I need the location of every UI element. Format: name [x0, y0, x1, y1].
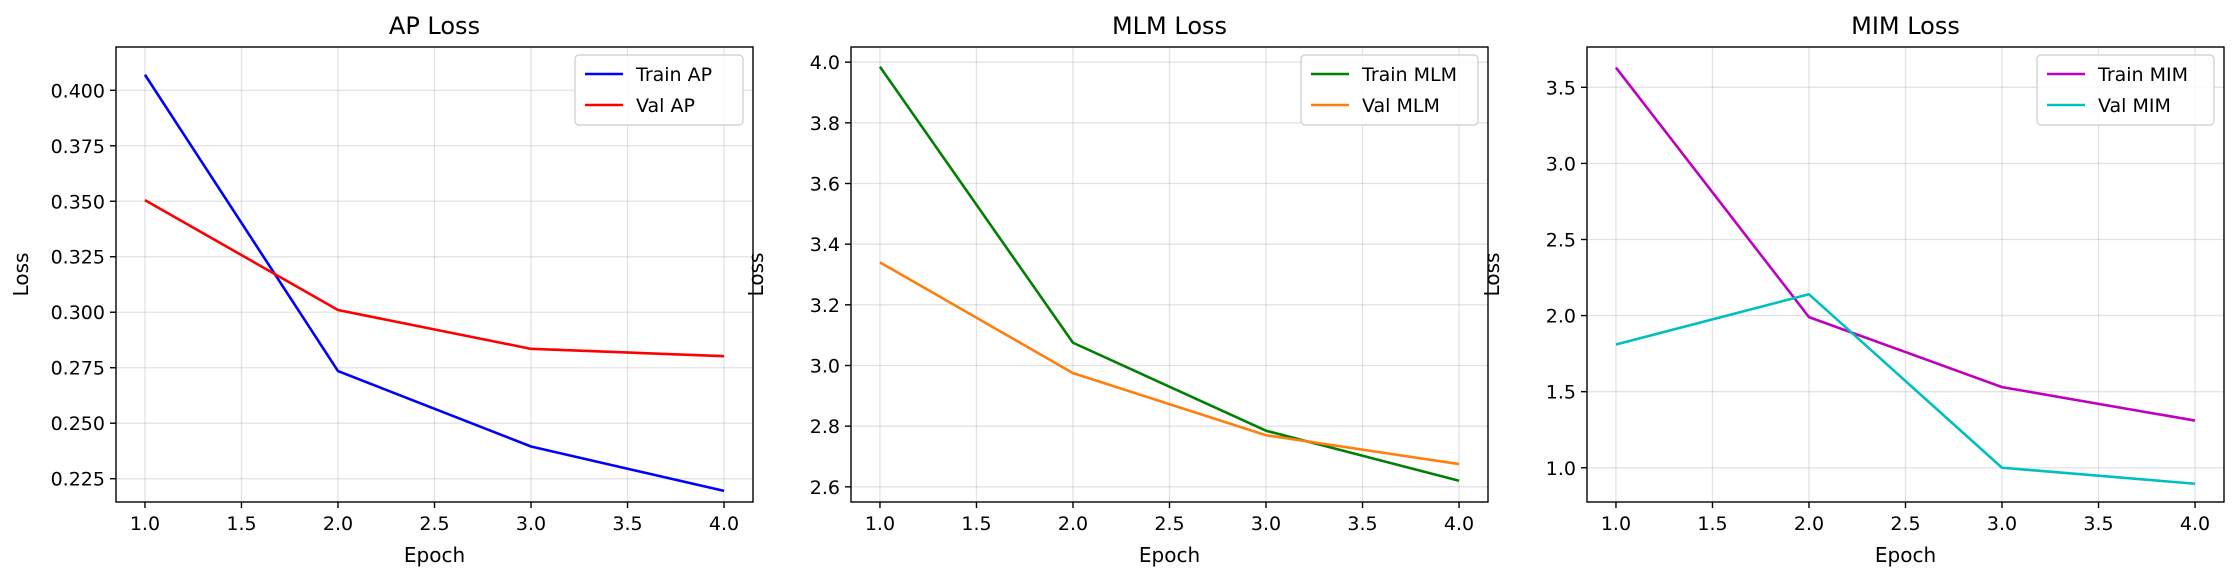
ap-x-tick-label: 3.0 [516, 513, 546, 535]
mlm-x-tick-label: 1.0 [865, 513, 895, 535]
ap-y-tick-label: 0.325 [51, 247, 105, 269]
mlm-legend-box [1300, 54, 1479, 126]
mim-chart-title: MIM Loss [1851, 12, 1960, 40]
ap-legend-label: Train AP [635, 64, 712, 86]
ap-legend-label: Val AP [636, 95, 695, 117]
ap-y-tick-label: 0.400 [51, 80, 105, 102]
mlm-series-train-mlm-line [878, 65, 1460, 483]
mim-y-tick-label: 3.5 [1546, 77, 1576, 99]
mlm-legend: Train MLM Val MLM [1300, 54, 1479, 126]
mim-y-tick-label: 1.5 [1546, 382, 1576, 404]
ap-x-axis-label: Epoch [404, 543, 465, 567]
mim-y-tick-label: 2.0 [1546, 306, 1576, 328]
mlm-y-tick-label: 3.6 [810, 174, 840, 196]
mim-legend-label: Train MIM [2097, 64, 2188, 86]
ap-y-tick-label: 0.275 [51, 358, 105, 380]
ap-loss-chart: 1.0 1.5 2.0 2.5 3.0 3.5 4.0 0.225 0.250 0.275 0.30… [9, 12, 754, 567]
mim-y-tick-label: 3.0 [1546, 153, 1576, 175]
mim-series-val-mim-line [1615, 292, 2196, 486]
mim-x-axis-label: Epoch [1875, 543, 1936, 567]
ap-x-tick-label: 3.5 [612, 513, 642, 535]
ap-x-tick-label: 1.5 [226, 513, 256, 535]
mlm-y-tick-label: 3.2 [810, 295, 840, 317]
mim-legend: Train MIM Val MIM [2036, 54, 2215, 126]
mlm-legend-label: Val MLM [1362, 95, 1440, 117]
ap-x-tick-label: 4.0 [709, 513, 739, 535]
mim-legend-box [2036, 54, 2215, 126]
mlm-loss-chart: 1.0 1.5 2.0 2.5 3.0 3.5 4.0 2.6 2.8 3.0 3.2 3.4 3.6 3… [744, 12, 1489, 567]
mim-x-tick-label: 4.0 [2180, 513, 2210, 535]
mlm-x-tick-label: 4.0 [1444, 513, 1474, 535]
mlm-y-tick-label: 3.0 [810, 356, 840, 378]
mim-x-tick-label: 2.0 [1794, 513, 1824, 535]
mim-y-tick-label: 1.0 [1546, 458, 1576, 480]
mim-x-tick-label: 3.0 [1987, 513, 2017, 535]
mlm-legend-label: Train MLM [1361, 64, 1457, 86]
mlm-x-tick-label: 3.5 [1347, 513, 1377, 535]
ap-series-train-ap-line [143, 74, 725, 493]
mim-legend-label: Val MIM [2098, 95, 2171, 117]
mim-y-axis-label: Loss [1480, 253, 1504, 297]
ap-y-tick-label: 0.250 [51, 413, 105, 435]
mim-x-tick-label: 1.0 [1601, 513, 1631, 535]
mlm-x-tick-label: 1.5 [961, 513, 991, 535]
ap-y-axis-label: Loss [9, 253, 33, 297]
mlm-chart-title: MLM Loss [1112, 12, 1227, 40]
mlm-x-tick-label: 2.5 [1154, 513, 1184, 535]
ap-x-tick-label: 2.5 [419, 513, 449, 535]
ap-y-tick-label: 0.375 [51, 136, 105, 158]
ap-legend-box [574, 54, 744, 126]
mlm-series-val-mlm-line [879, 261, 1460, 466]
ap-chart-title: AP Loss [389, 12, 480, 40]
mim-x-tick-label: 2.5 [1890, 513, 1920, 535]
ap-y-tick-label: 0.350 [51, 191, 105, 213]
mim-x-tick-label: 3.5 [2083, 513, 2113, 535]
ap-legend: Train AP Val AP [574, 54, 744, 126]
ap-series-val-ap-line [144, 199, 725, 358]
mlm-x-axis-label: Epoch [1139, 543, 1200, 567]
ap-x-tick-label: 1.0 [130, 513, 160, 535]
ap-y-tick-label: 0.225 [51, 469, 105, 491]
mlm-y-axis-label: Loss [744, 253, 768, 297]
mim-loss-chart: 1.0 1.5 2.0 2.5 3.0 3.5 4.0 1.0 1.5 2.0 2.5 3.0 3.5 M… [1480, 12, 2225, 567]
ap-x-tick-label: 2.0 [323, 513, 353, 535]
mlm-y-tick-label: 3.8 [810, 113, 840, 135]
mlm-y-tick-label: 4.0 [810, 52, 840, 74]
mlm-y-tick-label: 2.6 [810, 477, 840, 499]
ap-y-tick-label: 0.300 [51, 302, 105, 324]
mlm-x-tick-label: 3.0 [1251, 513, 1281, 535]
mim-x-tick-label: 1.5 [1697, 513, 1727, 535]
mim-y-tick-label: 2.5 [1546, 230, 1576, 252]
mlm-x-tick-label: 2.0 [1058, 513, 1088, 535]
mlm-y-tick-label: 3.4 [810, 234, 840, 256]
mlm-y-tick-label: 2.8 [810, 416, 840, 438]
mim-series-train-mim-line [1614, 66, 2196, 422]
